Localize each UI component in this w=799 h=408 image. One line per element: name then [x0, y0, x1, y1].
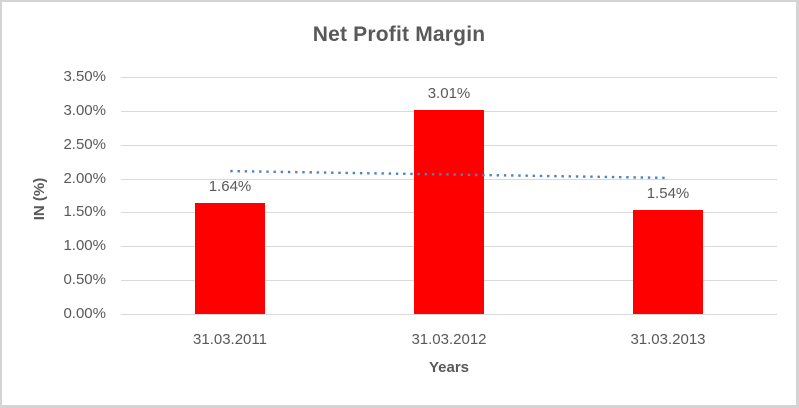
- x-tick-label: 31.03.2011: [193, 331, 267, 348]
- x-tick-label: 31.03.2012: [411, 331, 487, 348]
- gridline: [121, 77, 777, 78]
- y-tick-label: 3.50%: [63, 68, 106, 85]
- bar: [195, 203, 265, 314]
- x-axis-title: Years: [428, 359, 470, 376]
- chart-title: Net Profit Margin: [312, 23, 486, 46]
- plot-area: [121, 77, 777, 315]
- y-tick-label: 0.50%: [63, 271, 106, 288]
- trendline-layer: [230, 169, 668, 180]
- bar: [414, 110, 484, 314]
- y-tick-label: 2.50%: [63, 136, 106, 153]
- x-tick-label: 31.03.2013: [630, 331, 706, 348]
- bar-data-label: 1.54%: [646, 185, 690, 202]
- bar: [633, 210, 703, 314]
- y-tick-label: 1.00%: [63, 237, 106, 254]
- trendline: [230, 169, 668, 180]
- gridline: [121, 314, 777, 315]
- bar-data-label: 3.01%: [427, 85, 471, 102]
- y-tick-label: 2.00%: [63, 170, 106, 187]
- bar-data-label: 1.64%: [208, 178, 252, 195]
- y-tick-label: 1.50%: [63, 203, 106, 220]
- y-tick-label: 3.00%: [63, 102, 106, 119]
- y-tick-label: 0.00%: [63, 305, 106, 322]
